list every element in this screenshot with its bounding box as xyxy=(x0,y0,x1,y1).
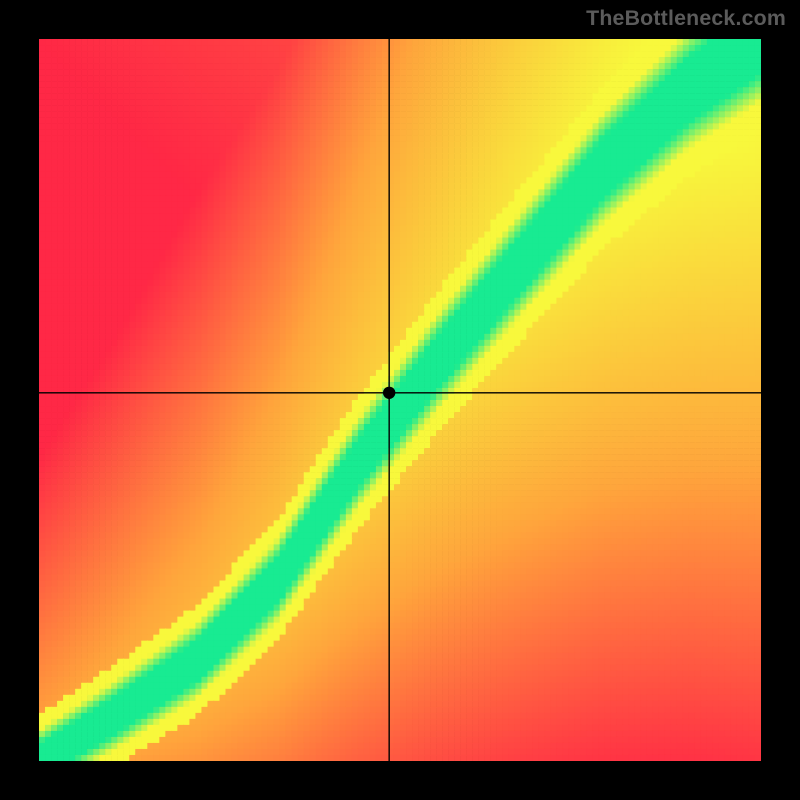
watermark-text: TheBottleneck.com xyxy=(586,6,786,31)
heatmap-canvas xyxy=(39,39,761,761)
bottleneck-heatmap xyxy=(39,39,761,761)
chart-frame: TheBottleneck.com xyxy=(0,0,800,800)
